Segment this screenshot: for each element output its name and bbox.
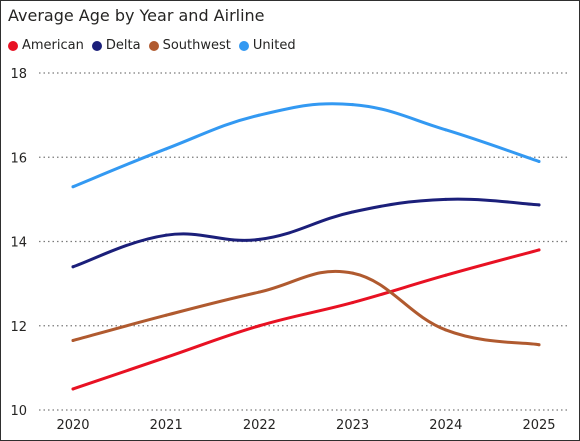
legend-marker-delta xyxy=(91,40,102,51)
data-point-delta-2023 xyxy=(351,210,355,214)
data-point-united-2022 xyxy=(257,113,261,117)
legend-label-delta: Delta xyxy=(105,38,141,53)
x-tick-label-2024: 2024 xyxy=(429,418,462,433)
legend-label-united: United xyxy=(252,38,296,53)
chart-title: Average Age by Year and Airline xyxy=(8,6,265,25)
legend-item-american[interactable]: American xyxy=(8,38,84,53)
data-point-american-2022 xyxy=(257,324,261,328)
x-tick-label-2025: 2025 xyxy=(522,418,555,433)
x-tick-label-2020: 2020 xyxy=(56,418,89,433)
data-point-delta-2022 xyxy=(257,237,261,241)
data-point-united-2020 xyxy=(71,185,75,189)
data-point-delta-2021 xyxy=(164,233,168,237)
data-point-american-2024 xyxy=(444,273,448,277)
y-tick-label-18: 18 xyxy=(10,67,27,82)
y-tick-label-16: 16 xyxy=(10,151,27,166)
data-point-american-2020 xyxy=(71,387,75,391)
legend-item-united[interactable]: United xyxy=(238,38,296,53)
legend: American Delta Southwest United xyxy=(8,38,296,53)
data-point-southwest-2020 xyxy=(71,338,75,342)
data-point-united-2023 xyxy=(351,103,355,107)
y-tick-label-12: 12 xyxy=(10,320,27,335)
x-tick-label-2021: 2021 xyxy=(150,418,183,433)
data-point-united-2021 xyxy=(164,147,168,151)
y-tick-label-10: 10 xyxy=(10,404,27,419)
legend-marker-united xyxy=(238,40,249,51)
y-tick-label-14: 14 xyxy=(10,236,27,251)
series-line-united xyxy=(71,102,541,189)
data-point-southwest-2024 xyxy=(444,328,448,332)
data-point-delta-2024 xyxy=(444,197,448,201)
data-point-united-2024 xyxy=(444,128,448,132)
data-point-delta-2025 xyxy=(537,203,541,207)
series-line-southwest xyxy=(71,269,541,347)
series-line-delta xyxy=(71,197,541,269)
data-point-southwest-2023 xyxy=(351,271,355,275)
legend-marker-american xyxy=(8,40,18,51)
data-point-southwest-2021 xyxy=(164,313,168,317)
data-point-southwest-2022 xyxy=(257,290,261,294)
legend-label-american: American xyxy=(22,38,84,53)
data-point-american-2021 xyxy=(164,355,168,359)
legend-item-southwest[interactable]: Southwest xyxy=(148,38,231,53)
series-line-american xyxy=(71,248,541,391)
x-tick-label-2022: 2022 xyxy=(243,418,276,433)
x-tick-label-2023: 2023 xyxy=(336,418,369,433)
legend-label-southwest: Southwest xyxy=(162,38,231,53)
data-point-southwest-2025 xyxy=(537,343,541,347)
data-point-united-2025 xyxy=(537,159,541,163)
data-point-american-2023 xyxy=(351,301,355,305)
data-point-delta-2020 xyxy=(71,265,75,269)
legend-marker-southwest xyxy=(148,40,159,51)
legend-item-delta[interactable]: Delta xyxy=(91,38,141,53)
data-point-american-2025 xyxy=(537,248,541,252)
